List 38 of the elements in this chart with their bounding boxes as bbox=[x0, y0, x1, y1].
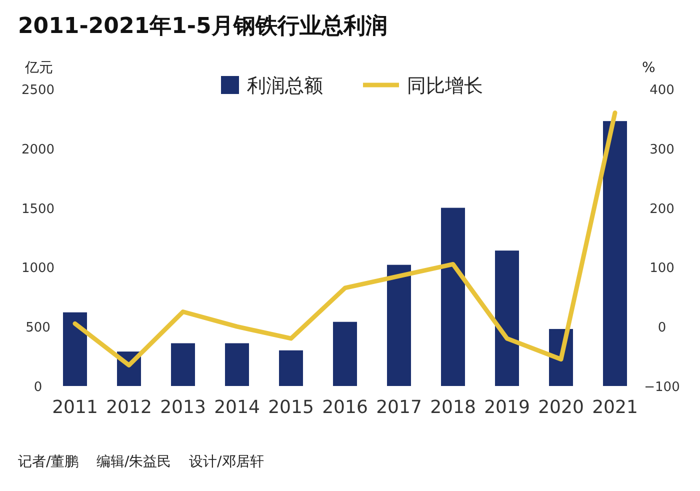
y-tick-label: 1500 bbox=[21, 202, 55, 217]
legend-label: 同比增长 bbox=[407, 75, 483, 97]
x-tick-label: 2011 bbox=[52, 397, 98, 418]
x-tick-label: 2014 bbox=[214, 397, 260, 418]
legend-label: 利润总额 bbox=[247, 75, 323, 97]
x-tick-label: 2015 bbox=[268, 397, 314, 418]
y-tick-label: 1000 bbox=[21, 261, 55, 276]
bar bbox=[63, 312, 87, 386]
bar bbox=[279, 350, 303, 386]
bar bbox=[225, 343, 249, 386]
x-tick-label: 2017 bbox=[376, 397, 422, 418]
x-tick-label: 2020 bbox=[538, 397, 584, 418]
x-tick-label: 2013 bbox=[160, 397, 206, 418]
y-tick-label: 2500 bbox=[21, 83, 55, 98]
bar bbox=[387, 264, 411, 386]
y2-tick-label: 0 bbox=[658, 320, 666, 336]
y2-tick-label: −100 bbox=[644, 380, 680, 395]
y-tick-label: 2000 bbox=[21, 142, 55, 158]
bar bbox=[495, 250, 519, 386]
bar bbox=[603, 121, 627, 386]
y2-tick-label: 300 bbox=[650, 142, 674, 158]
chart-title: 2011-2021年1-5月钢铁行业总利润 bbox=[18, 13, 388, 39]
y-tick-label: 500 bbox=[26, 320, 50, 336]
text: 记者/董鹏 编辑/朱益民 设计/邓居轩 bbox=[18, 454, 264, 470]
x-tick-label: 2019 bbox=[484, 397, 530, 418]
x-tick-label: 2021 bbox=[592, 397, 638, 418]
y2-axis-title: % bbox=[642, 60, 656, 76]
x-tick-label: 2012 bbox=[106, 397, 152, 418]
y2-tick-label: 200 bbox=[650, 202, 674, 217]
bar bbox=[441, 208, 465, 386]
y-tick-label: 0 bbox=[34, 380, 42, 395]
bar bbox=[171, 343, 195, 386]
y2-tick-label: 400 bbox=[650, 83, 674, 98]
bar bbox=[333, 322, 357, 386]
x-tick-label: 2016 bbox=[322, 397, 368, 418]
y2-tick-label: 100 bbox=[650, 261, 674, 276]
x-tick-label: 2018 bbox=[430, 397, 476, 418]
y-axis-title: 亿元 bbox=[24, 60, 53, 76]
